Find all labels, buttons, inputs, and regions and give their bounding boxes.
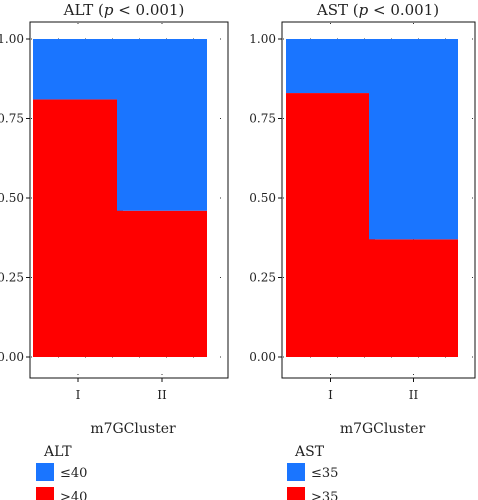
legend-swatch bbox=[287, 487, 305, 500]
y-tick-label: 1.00 bbox=[0, 32, 24, 46]
panel-title-stat: p bbox=[104, 1, 114, 19]
legend-swatch bbox=[36, 463, 54, 481]
legend-title: ALT bbox=[43, 444, 72, 460]
x-tick-label: I bbox=[76, 388, 81, 402]
bar-II-series-2 bbox=[117, 39, 207, 211]
panel-title-main: AST ( bbox=[316, 1, 359, 19]
y-tick-label: 0.50 bbox=[0, 191, 24, 205]
y-tick-label: 0.50 bbox=[249, 191, 276, 205]
panel-title-main: ALT ( bbox=[63, 1, 104, 19]
legend: AST ≤35 >35 bbox=[287, 444, 338, 500]
panel-title-tail: < 0.001) bbox=[368, 1, 439, 19]
x-axis-title: m7GCluster bbox=[90, 421, 176, 437]
y-tick-label: 0.75 bbox=[0, 112, 24, 126]
legend: ALT ≤40 >40 bbox=[36, 444, 87, 500]
panel-title-stat: p bbox=[359, 1, 369, 19]
x-tick-label: II bbox=[409, 388, 419, 402]
legend-title: AST bbox=[294, 444, 325, 460]
panel-title: AST (p < 0.001) bbox=[316, 1, 439, 19]
x-axis-title: m7GCluster bbox=[340, 421, 426, 437]
bar-I-series-1 bbox=[286, 93, 375, 357]
panel-title-tail: < 0.001) bbox=[113, 1, 184, 19]
legend-label: >40 bbox=[60, 490, 87, 500]
x-tick-label: II bbox=[157, 388, 167, 402]
y-tick-label: 0.25 bbox=[249, 271, 276, 285]
legend-swatch bbox=[287, 463, 305, 481]
bar-II-series-2 bbox=[369, 39, 458, 240]
bar-I-series-1 bbox=[33, 99, 123, 358]
y-tick-label: 0.25 bbox=[0, 271, 24, 285]
y-tick-label: 0.00 bbox=[249, 350, 276, 364]
bar-I-series-2 bbox=[33, 39, 123, 100]
legend-label: >35 bbox=[311, 490, 338, 500]
y-tick-label: 0.00 bbox=[0, 350, 24, 364]
x-tick-label: I bbox=[328, 388, 333, 402]
y-tick-label: 1.00 bbox=[249, 32, 276, 46]
bar-I-series-2 bbox=[286, 39, 375, 94]
y-tick-label: 0.75 bbox=[249, 112, 276, 126]
bar-II-series-1 bbox=[369, 239, 458, 357]
panel-title: ALT (p < 0.001) bbox=[63, 1, 185, 19]
bar-II-series-1 bbox=[117, 210, 207, 357]
legend-label: ≤40 bbox=[60, 466, 87, 481]
legend-label: ≤35 bbox=[311, 466, 338, 481]
legend-swatch bbox=[36, 487, 54, 500]
